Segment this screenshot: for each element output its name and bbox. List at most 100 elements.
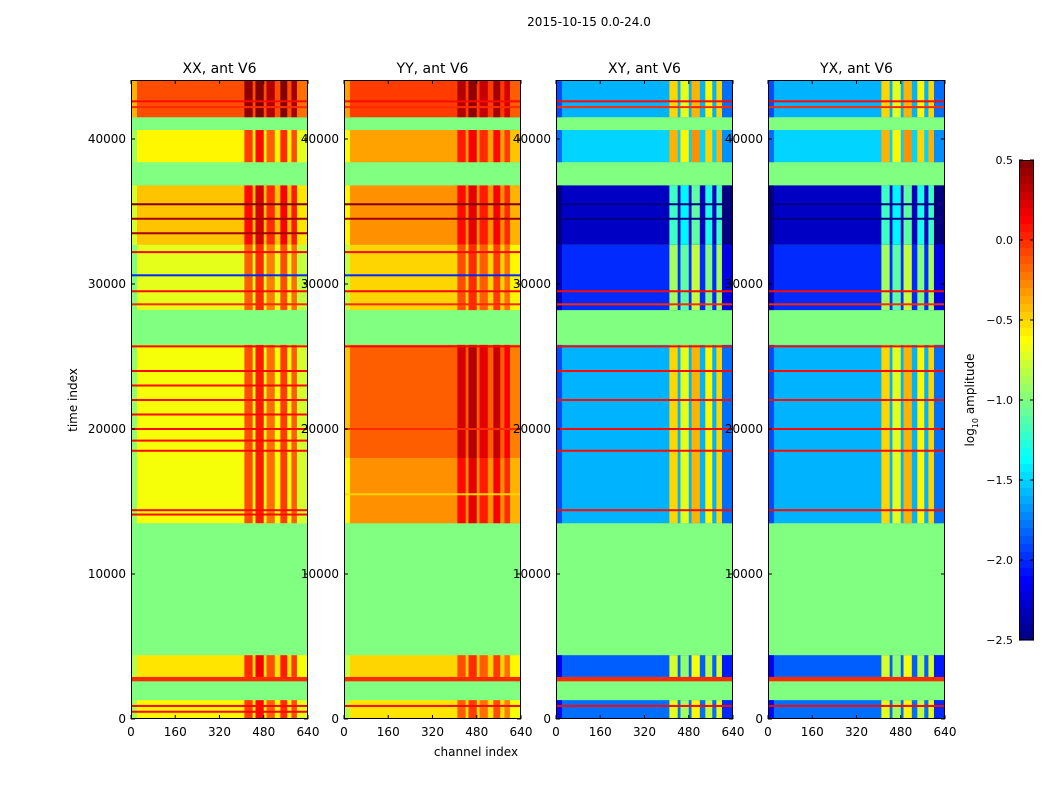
rfi-channel-block <box>669 344 678 524</box>
band-edge <box>131 244 137 311</box>
rfi-channel-block <box>493 458 501 524</box>
rfi-channel-block <box>255 130 264 163</box>
data-band <box>556 80 733 118</box>
y-axis-label: time index <box>66 368 80 432</box>
rfi-channel-block <box>479 130 488 163</box>
rfi-time-line <box>768 370 945 373</box>
rfi-time-line <box>556 449 733 452</box>
data-band <box>768 80 945 118</box>
colorbar-segment <box>1019 584 1034 593</box>
rfi-channel-block <box>705 130 713 163</box>
band-edge <box>509 655 521 677</box>
rfi-channel-block <box>504 655 510 677</box>
band-edge <box>556 655 562 677</box>
colorbar-segment <box>1019 512 1034 521</box>
data-band <box>344 344 521 459</box>
rfi-channel-block <box>881 244 890 311</box>
rfi-channel-block <box>917 655 925 677</box>
rfi-channel-block <box>716 185 722 245</box>
panel-title: XX, ant V6 <box>183 61 257 77</box>
data-band <box>768 185 945 245</box>
rfi-time-line <box>344 704 521 707</box>
rfi-time-line <box>768 345 945 348</box>
colorbar-segment <box>1019 232 1034 241</box>
rfi-channel-block <box>457 655 466 677</box>
colorbar-segment <box>1019 248 1034 257</box>
band-edge <box>296 244 308 311</box>
rfi-time-line <box>131 439 308 442</box>
data-band <box>344 185 521 245</box>
band-edge <box>768 80 774 118</box>
rfi-time-line <box>131 509 308 512</box>
figure-title: 2015-10-15 0.0-24.0 <box>527 15 651 29</box>
colorbar-segment <box>1019 168 1034 177</box>
band-edge <box>296 130 308 163</box>
colorbar-segment <box>1019 160 1034 169</box>
band-edge <box>556 80 562 118</box>
rfi-channel-block <box>479 344 488 459</box>
rfi-channel-block <box>691 655 700 677</box>
rfi-channel-block <box>244 655 253 677</box>
band-edge <box>933 244 945 311</box>
data-band <box>768 344 945 524</box>
rfi-channel-block <box>255 700 264 719</box>
colorbar-segment <box>1019 304 1034 313</box>
band-edge <box>131 344 137 524</box>
rfi-channel-block <box>928 344 934 524</box>
x-tick-label: 160 <box>589 725 612 739</box>
y-tick-label: 30000 <box>301 277 339 291</box>
rfi-channel-block <box>255 185 264 245</box>
rfi-channel-block <box>280 655 288 677</box>
rfi-channel-block <box>493 344 501 459</box>
colorbar-segment <box>1019 272 1034 281</box>
x-tick-label: 640 <box>510 725 533 739</box>
band-edge <box>721 700 733 719</box>
colorbar-segment <box>1019 312 1034 321</box>
rfi-channel-block <box>881 655 890 677</box>
rfi-channel-block <box>881 130 890 163</box>
colorbar-segment <box>1019 592 1034 601</box>
x-tick-label: 0 <box>340 725 348 739</box>
rfi-time-line <box>131 384 308 387</box>
x-tick-label: 480 <box>252 725 275 739</box>
rfi-time-line <box>768 676 945 682</box>
band-edge <box>768 700 774 719</box>
band-edge <box>344 458 350 524</box>
data-band <box>344 130 521 163</box>
colorbar-tick-label: 0.5 <box>996 154 1014 167</box>
rfi-time-line <box>131 370 308 373</box>
rfi-channel-block <box>691 185 700 245</box>
rfi-channel-block <box>504 458 510 524</box>
rfi-channel-block <box>493 700 501 719</box>
rfi-channel-block <box>680 185 689 245</box>
band-edge <box>296 700 308 719</box>
rfi-channel-block <box>903 244 912 311</box>
rfi-channel-block <box>457 344 466 459</box>
band-edge <box>344 700 350 719</box>
x-tick-label: 320 <box>845 725 868 739</box>
rfi-channel-block <box>493 655 501 677</box>
band-edge <box>721 655 733 677</box>
rfi-channel-block <box>291 244 297 311</box>
y-tick-label: 10000 <box>301 567 339 581</box>
rfi-time-line <box>344 303 521 306</box>
rfi-channel-block <box>504 700 510 719</box>
colorbar-segment <box>1019 632 1034 641</box>
rfi-time-line <box>131 100 308 103</box>
rfi-time-line <box>556 106 733 109</box>
band-edge <box>509 80 521 118</box>
rfi-time-line <box>768 303 945 306</box>
rfi-time-line <box>344 290 521 293</box>
rfi-channel-block <box>705 344 713 524</box>
rfi-channel-block <box>291 80 297 118</box>
rfi-channel-block <box>669 185 678 245</box>
rfi-channel-block <box>255 80 264 118</box>
colorbar-segment <box>1019 496 1034 505</box>
rfi-channel-block <box>892 655 901 677</box>
colorbar-tick-label: −0.5 <box>986 314 1013 327</box>
rfi-time-line <box>344 493 521 496</box>
y-tick-label: 40000 <box>301 132 339 146</box>
rfi-time-line <box>768 509 945 512</box>
rfi-channel-block <box>244 244 253 311</box>
rfi-channel-block <box>280 700 288 719</box>
